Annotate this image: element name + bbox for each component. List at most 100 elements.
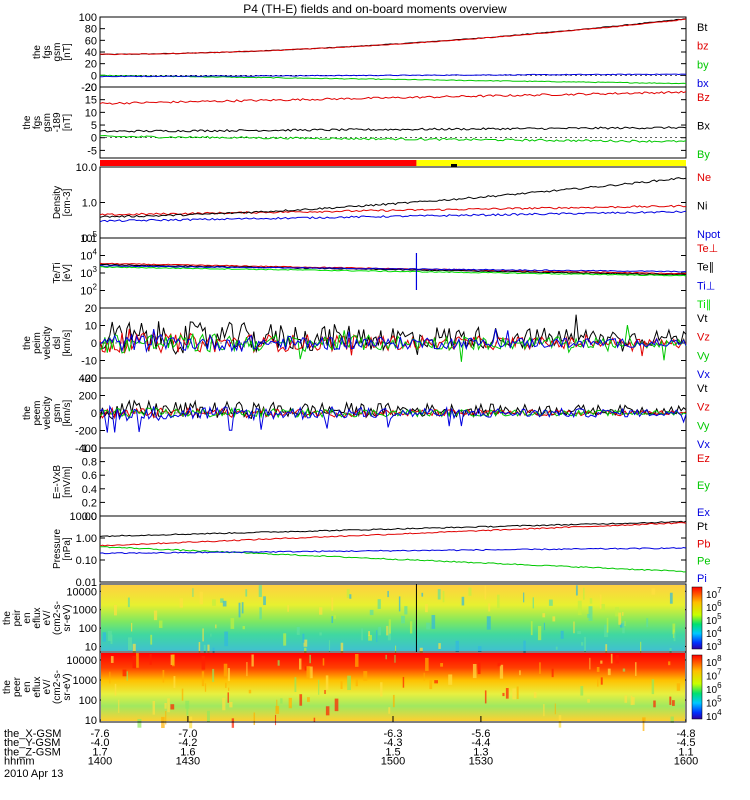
x-tick-value: 1500: [381, 756, 405, 768]
heatmap-cell: [651, 679, 655, 695]
series-Bx: [99, 126, 687, 133]
y-tick-label: 10.0: [76, 162, 97, 174]
heatmap-cell: [302, 633, 305, 643]
heatmap-cell: [552, 616, 556, 622]
legend-Ey: Ey: [697, 480, 710, 492]
heatmap-cell: [512, 688, 516, 700]
series-bz: [99, 18, 687, 56]
heatmap-cell: [223, 663, 228, 677]
x-tick-value: -4.3: [384, 737, 403, 749]
heatmap-cell: [385, 654, 387, 660]
heatmap-cell: [646, 618, 649, 628]
y-axis-title-line: [eV]: [62, 264, 73, 282]
heatmap-cell: [288, 697, 292, 709]
y-axis-title-line: [cm-3]: [62, 188, 73, 216]
y-axis-title-line: sr-eV): [62, 673, 73, 700]
heatmap-cell: [210, 633, 212, 637]
x-tick-value: 1430: [176, 756, 200, 768]
y-axis-title-line: [km/s]: [62, 399, 73, 426]
y-tick-label: -20: [81, 82, 97, 94]
y-tick-label: 1000: [73, 605, 97, 617]
series-Bt: [99, 18, 686, 56]
x-tick-value: 1.6: [180, 746, 195, 758]
heatmap-cell: [206, 710, 210, 722]
y-tick-label: -20: [81, 373, 97, 385]
heatmap-cell: [238, 602, 241, 618]
heatmap-cell: [149, 654, 152, 665]
heatmap-cell: [388, 619, 391, 634]
x-tick-value: 1.3: [473, 746, 488, 758]
heatmap-cell: [426, 622, 430, 630]
heatmap-cell: [167, 698, 170, 713]
colorbar-label: 104: [706, 708, 722, 723]
heatmap-cell: [287, 605, 289, 612]
heatmap-cell: [442, 591, 445, 603]
heatmap-cell: [606, 617, 609, 633]
heatmap-cell: [306, 666, 311, 678]
y-tick-label: 100: [79, 12, 97, 24]
colorbar: [691, 586, 703, 650]
heatmap-cell: [170, 704, 175, 710]
heatmap-cell: [251, 654, 254, 667]
heatmap-cell: [497, 594, 500, 609]
y-tick-label: 0.1: [82, 233, 97, 245]
heatmap-cell: [303, 639, 308, 647]
heatmap-cell: [283, 633, 287, 646]
heatmap-cell: [380, 682, 383, 697]
y-tick-label: 0.01: [76, 577, 97, 589]
y-tick-label: 104: [80, 248, 97, 263]
y-tick-label: 10: [85, 107, 97, 119]
heatmap-cell: [276, 699, 278, 712]
heatmap-cell: [523, 640, 526, 655]
heatmap-cell: [368, 634, 372, 641]
heatmap-cell: [600, 660, 603, 664]
colorbar-label: 103: [706, 638, 722, 653]
heatmap-cell: [539, 662, 541, 674]
y-axis-title-line: velocity: [42, 326, 53, 359]
x-tick-value: -4.5: [677, 737, 696, 749]
x-tick-value: 1.1: [678, 746, 693, 758]
heatmap-cell: [331, 616, 334, 624]
legend-Vt: Vt: [697, 383, 707, 395]
heatmap-cell: [588, 606, 593, 621]
y-axis-title-line: E=-VxB: [52, 465, 63, 500]
heatmap-cell: [419, 647, 423, 655]
y-axis-title-line: the: [2, 611, 13, 625]
heatmap-cell: [199, 591, 203, 605]
heatmap-cell: [610, 653, 613, 664]
legend-Vx: Vx: [697, 439, 710, 451]
legend-Te⊥: Te⊥: [697, 243, 718, 255]
y-axis-title-line: [mV/m]: [62, 466, 73, 498]
x-row-label: the_Y-GSM: [4, 737, 60, 749]
heatmap-cell: [597, 677, 599, 687]
y-axis-title-line: -189: [52, 112, 63, 132]
y-tick-label: 10: [85, 715, 97, 727]
heatmap-cell: [499, 664, 504, 679]
heatmap-cell: [589, 657, 591, 670]
x-tick-value: 1.7: [92, 746, 107, 758]
heatmap-cell: [102, 632, 106, 642]
x-tick-value: -7.0: [178, 728, 197, 740]
heatmap-cell: [227, 692, 229, 703]
heatmap-cell: [246, 662, 248, 677]
heatmap-cell: [228, 687, 230, 691]
heatmap-cell: [126, 671, 128, 681]
figure-title: P4 (TH-E) fields and on-board moments ov…: [243, 2, 507, 16]
heatmap-cell: [642, 717, 646, 722]
heatmap-cell: [421, 592, 424, 597]
heatmap-cell: [423, 672, 425, 681]
legend-Pe: Pe: [697, 556, 710, 568]
heatmap-cell: [461, 596, 465, 606]
heatmap-cell: [171, 654, 175, 667]
heatmap-cell: [137, 718, 142, 728]
y-axis-title-line: sr-eV): [62, 604, 73, 631]
x-tick-value: -4.4: [471, 737, 490, 749]
mode-bar-segment: [100, 160, 417, 166]
heatmap-cell: [212, 668, 215, 682]
y-tick-label: -5: [87, 145, 97, 157]
heatmap-cell: [672, 700, 675, 706]
heatmap-cell: [409, 621, 413, 634]
heatmap-cell: [227, 668, 230, 682]
y-axis-title-line: gsm: [52, 404, 63, 423]
heatmap-cell: [165, 711, 167, 725]
